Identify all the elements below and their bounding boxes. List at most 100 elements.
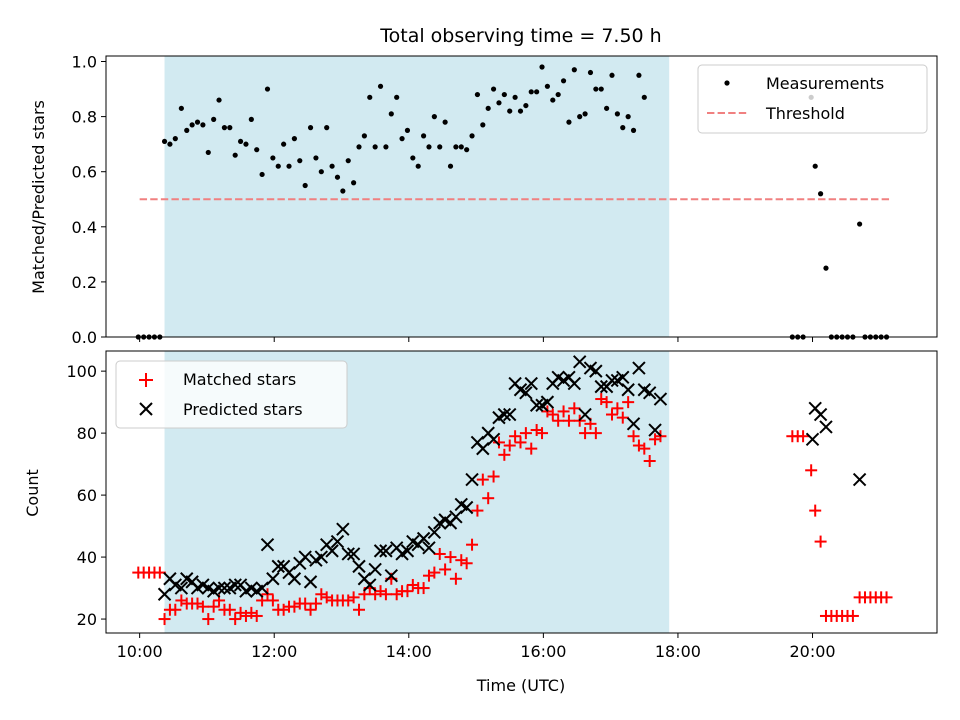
predicted-point	[497, 407, 512, 422]
x-tick-label: 14:00	[386, 642, 432, 661]
measurement-point	[243, 141, 249, 147]
predicted-point	[228, 578, 242, 592]
measurement-point	[490, 86, 497, 92]
matched-point	[492, 436, 505, 449]
measurement-point	[528, 89, 534, 95]
predicted-point	[212, 581, 226, 595]
predicted-point	[813, 407, 828, 422]
measurement-point	[178, 105, 184, 111]
measurement-point	[216, 97, 222, 103]
predicted-point	[465, 472, 479, 487]
measurement-point	[431, 114, 437, 120]
chart-title: Total observing time = 7.50 h	[379, 25, 661, 47]
matched-point	[514, 436, 527, 449]
measurement-point	[167, 141, 173, 147]
matched-point	[509, 430, 522, 443]
measurement-point	[161, 138, 168, 145]
predicted-point	[578, 407, 592, 422]
matched-point	[353, 603, 366, 616]
legend-threshold-label: Threshold	[765, 104, 845, 123]
predicted-point	[632, 361, 646, 375]
predicted-point	[157, 587, 172, 601]
matched-point	[627, 430, 640, 443]
predicted-point	[217, 581, 232, 595]
predicted-point	[524, 376, 538, 391]
measurement-point	[172, 136, 178, 142]
predicted-point	[400, 544, 415, 558]
matched-point	[379, 588, 392, 601]
measurement-point	[453, 144, 459, 150]
measurement-point	[286, 163, 292, 169]
predicted-point	[819, 420, 833, 434]
matched-point	[158, 613, 171, 626]
y-tick-label: 0.2	[72, 273, 97, 292]
measurement-point	[817, 191, 824, 197]
predicted-point	[540, 395, 555, 409]
predicted-point	[427, 525, 442, 539]
measurement-point	[361, 133, 367, 139]
matched-point	[153, 566, 166, 579]
measurement-point	[593, 86, 599, 92]
measurement-point	[388, 111, 394, 117]
measurement-point	[340, 188, 346, 194]
predicted-point	[616, 370, 630, 385]
matched-point	[449, 572, 462, 585]
predicted-point	[271, 559, 285, 574]
measurement-point	[614, 111, 620, 117]
matched-point	[606, 408, 619, 421]
measurement-point	[248, 116, 254, 122]
matched-point	[207, 600, 220, 613]
measurement-point	[560, 78, 567, 84]
predicted-point	[363, 578, 377, 592]
measurement-point	[254, 147, 260, 153]
matched-point	[428, 566, 441, 579]
measurement-point	[383, 144, 389, 150]
predicted-point	[594, 379, 608, 394]
matched-point	[568, 402, 581, 415]
matched-point	[309, 597, 322, 610]
measurement-point	[221, 125, 228, 131]
top-y-axis-label: Matched/Predicted stars	[29, 100, 48, 294]
top-x-ticks	[139, 337, 814, 342]
measurement-point	[625, 114, 631, 120]
matched-point	[589, 427, 602, 440]
legend-predicted-marker	[139, 402, 153, 416]
measurement-point	[297, 158, 303, 164]
y-tick-label: 0.6	[72, 163, 97, 182]
measurement-point	[189, 122, 195, 128]
predicted-point	[503, 407, 517, 422]
matched-point	[460, 557, 473, 570]
x-tick-label: 18:00	[655, 642, 701, 661]
measurement-point	[237, 138, 244, 145]
measurement-point	[399, 136, 405, 142]
count-points	[132, 355, 893, 626]
measurement-point	[259, 171, 265, 178]
measurement-point	[474, 91, 481, 98]
matched-point	[814, 535, 827, 548]
measurement-point	[604, 105, 610, 111]
predicted-point	[325, 544, 339, 558]
predicted-point	[373, 544, 388, 558]
matched-point	[433, 547, 446, 560]
measurement-point	[211, 116, 217, 122]
bottom-legend-box	[115, 360, 348, 429]
measurement-point	[641, 94, 647, 100]
x-axis-label: Time (UTC)	[476, 676, 565, 695]
y-tick-label: 0.4	[72, 218, 97, 237]
x-tick-label: 10:00	[117, 642, 163, 661]
matched-point	[266, 594, 279, 607]
predicted-point	[476, 441, 490, 456]
measurement-point	[410, 155, 416, 161]
matched-point	[536, 427, 549, 440]
top-legend-box	[697, 64, 928, 134]
measurement-point	[232, 152, 238, 158]
measurement-point	[377, 83, 384, 89]
predicted-point	[255, 581, 269, 595]
measurement-point	[544, 83, 551, 89]
measurement-point	[587, 69, 594, 76]
measurement-point	[507, 108, 513, 114]
matched-point	[471, 504, 484, 517]
predicted-point	[298, 550, 312, 564]
measurement-point	[356, 144, 362, 150]
matched-point	[439, 563, 452, 576]
